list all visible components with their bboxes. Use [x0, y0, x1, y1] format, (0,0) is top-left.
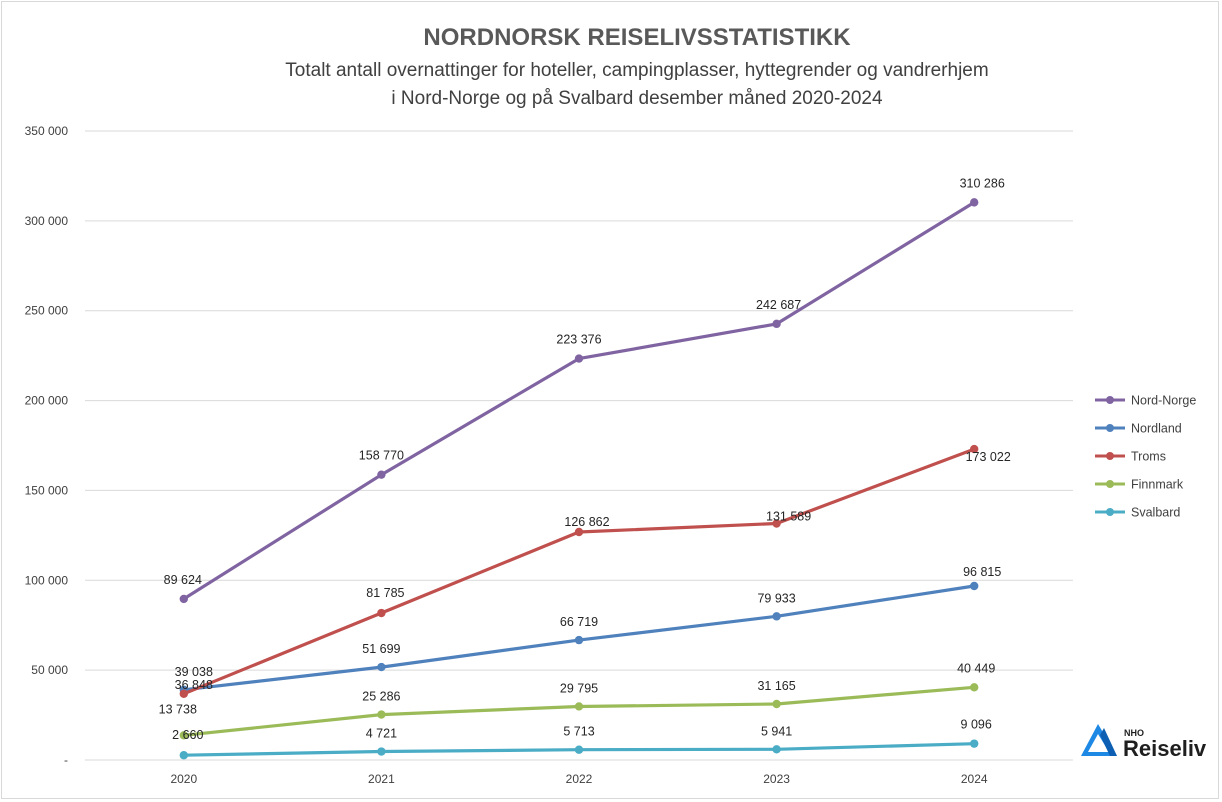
data-label: 13 738	[159, 702, 197, 716]
nho-reiseliv-logo-icon	[1081, 724, 1117, 756]
legend-item: Nordland	[1095, 422, 1182, 436]
data-label: 4 721	[366, 727, 397, 741]
legend-item: Finnmark	[1095, 478, 1184, 492]
gridlines	[85, 130, 1073, 761]
data-point	[574, 702, 584, 711]
data-point	[574, 635, 584, 645]
data-point	[179, 594, 188, 604]
data-point	[970, 581, 979, 591]
data-label: 36 848	[175, 678, 213, 692]
y-tick-label: 300 000	[25, 214, 69, 228]
data-point	[574, 527, 584, 537]
chart-title: NORDNORSK REISELIVSSTATISTIKK	[423, 24, 851, 51]
data-label: 131 589	[766, 510, 811, 524]
y-tick-label: 50 000	[31, 663, 68, 677]
legend-swatch-marker	[1106, 396, 1114, 404]
nho-reiseliv-logo: NHO Reiseliv	[1081, 724, 1207, 761]
data-point	[377, 470, 386, 479]
legend-label: Nordland	[1131, 422, 1182, 436]
data-label: 81 785	[366, 586, 404, 600]
legend-label: Nord-Norge	[1131, 394, 1196, 408]
data-point	[772, 519, 781, 528]
data-point	[772, 612, 781, 621]
legend-label: Finnmark	[1131, 478, 1184, 492]
y-axis-ticks: - 50 000 100 000 150 000 200 000 250 000 300 0…	[25, 124, 69, 767]
series-line-troms	[182, 447, 976, 696]
data-point	[377, 747, 386, 756]
data-point	[970, 444, 979, 454]
data-point	[970, 739, 979, 748]
data-label: 158 770	[359, 449, 404, 463]
data-point	[574, 354, 584, 363]
y-tick-label: 250 000	[25, 304, 69, 318]
data-label: 29 795	[560, 681, 598, 695]
data-label: 66 719	[560, 615, 598, 629]
legend-label: Troms	[1131, 450, 1166, 464]
y-tick-label: 150 000	[25, 483, 69, 497]
legend-item: Svalbard	[1095, 506, 1180, 520]
data-label: 31 165	[757, 679, 795, 693]
data-label: 2 660	[172, 728, 203, 742]
data-point	[179, 689, 188, 698]
x-tick-label: 2022	[566, 772, 593, 786]
data-label: 5 941	[761, 724, 792, 738]
x-axis-ticks: 2020 2021 2022 2023 2024	[170, 772, 987, 786]
legend-label: Svalbard	[1131, 506, 1180, 520]
logo-big-text: Reiseliv	[1123, 736, 1207, 761]
y-tick-label: -	[64, 753, 68, 767]
y-tick-label: 200 000	[25, 394, 69, 408]
logo-small-text: NHO	[1124, 728, 1144, 738]
data-point	[179, 751, 188, 760]
data-label: 310 286	[960, 176, 1005, 190]
data-label: 223 376	[556, 333, 601, 347]
data-label: 39 038	[175, 665, 213, 679]
data-label: 96 815	[963, 565, 1001, 579]
data-point	[970, 683, 979, 692]
data-labels: 89 624 158 770 223 376 242 687 310 286 39 038…	[159, 176, 1011, 742]
data-point	[772, 745, 781, 754]
data-point	[574, 745, 584, 754]
y-tick-label: 100 000	[25, 573, 69, 587]
data-point	[377, 710, 386, 719]
x-tick-label: 2020	[170, 772, 197, 786]
x-tick-label: 2024	[961, 772, 988, 786]
legend-swatch-marker	[1106, 480, 1114, 488]
legend-item: Troms	[1095, 450, 1166, 464]
data-point	[179, 731, 188, 740]
data-label: 89 624	[164, 573, 202, 587]
legend-swatch-marker	[1106, 424, 1114, 432]
legend-swatch-marker	[1106, 452, 1114, 460]
series-lines	[179, 198, 979, 760]
legend-item: Nord-Norge	[1095, 394, 1196, 408]
data-label: 40 449	[957, 661, 995, 675]
data-label: 173 022	[966, 450, 1011, 464]
data-point	[377, 662, 386, 672]
legend-swatch-marker	[1106, 508, 1114, 516]
data-label: 242 687	[756, 298, 801, 312]
data-point	[772, 699, 781, 709]
data-label: 79 933	[757, 591, 795, 605]
data-point	[377, 608, 386, 618]
chart-subtitle-line-2: i Nord-Norge og på Svalbard desember mån…	[391, 88, 883, 109]
data-point	[772, 319, 781, 329]
x-tick-label: 2021	[368, 772, 395, 786]
x-tick-label: 2023	[763, 772, 790, 786]
data-label: 126 862	[564, 515, 609, 529]
legend: Nord-Norge Nordland Troms Finnmark Svalbard	[1095, 394, 1196, 520]
data-point	[970, 198, 979, 207]
data-label: 9 096	[961, 718, 992, 732]
data-label: 25 286	[362, 690, 400, 704]
data-label: 5 713	[563, 725, 594, 739]
y-tick-label: 350 000	[25, 124, 69, 138]
data-label: 51 699	[362, 642, 400, 656]
chart-subtitle-line-1: Totalt antall overnattinger for hoteller…	[285, 60, 988, 81]
